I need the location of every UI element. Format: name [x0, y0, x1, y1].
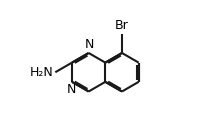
Text: N: N [85, 38, 94, 51]
Text: Br: Br [115, 19, 129, 32]
Text: H₂N: H₂N [30, 66, 54, 79]
Text: N: N [67, 83, 76, 96]
